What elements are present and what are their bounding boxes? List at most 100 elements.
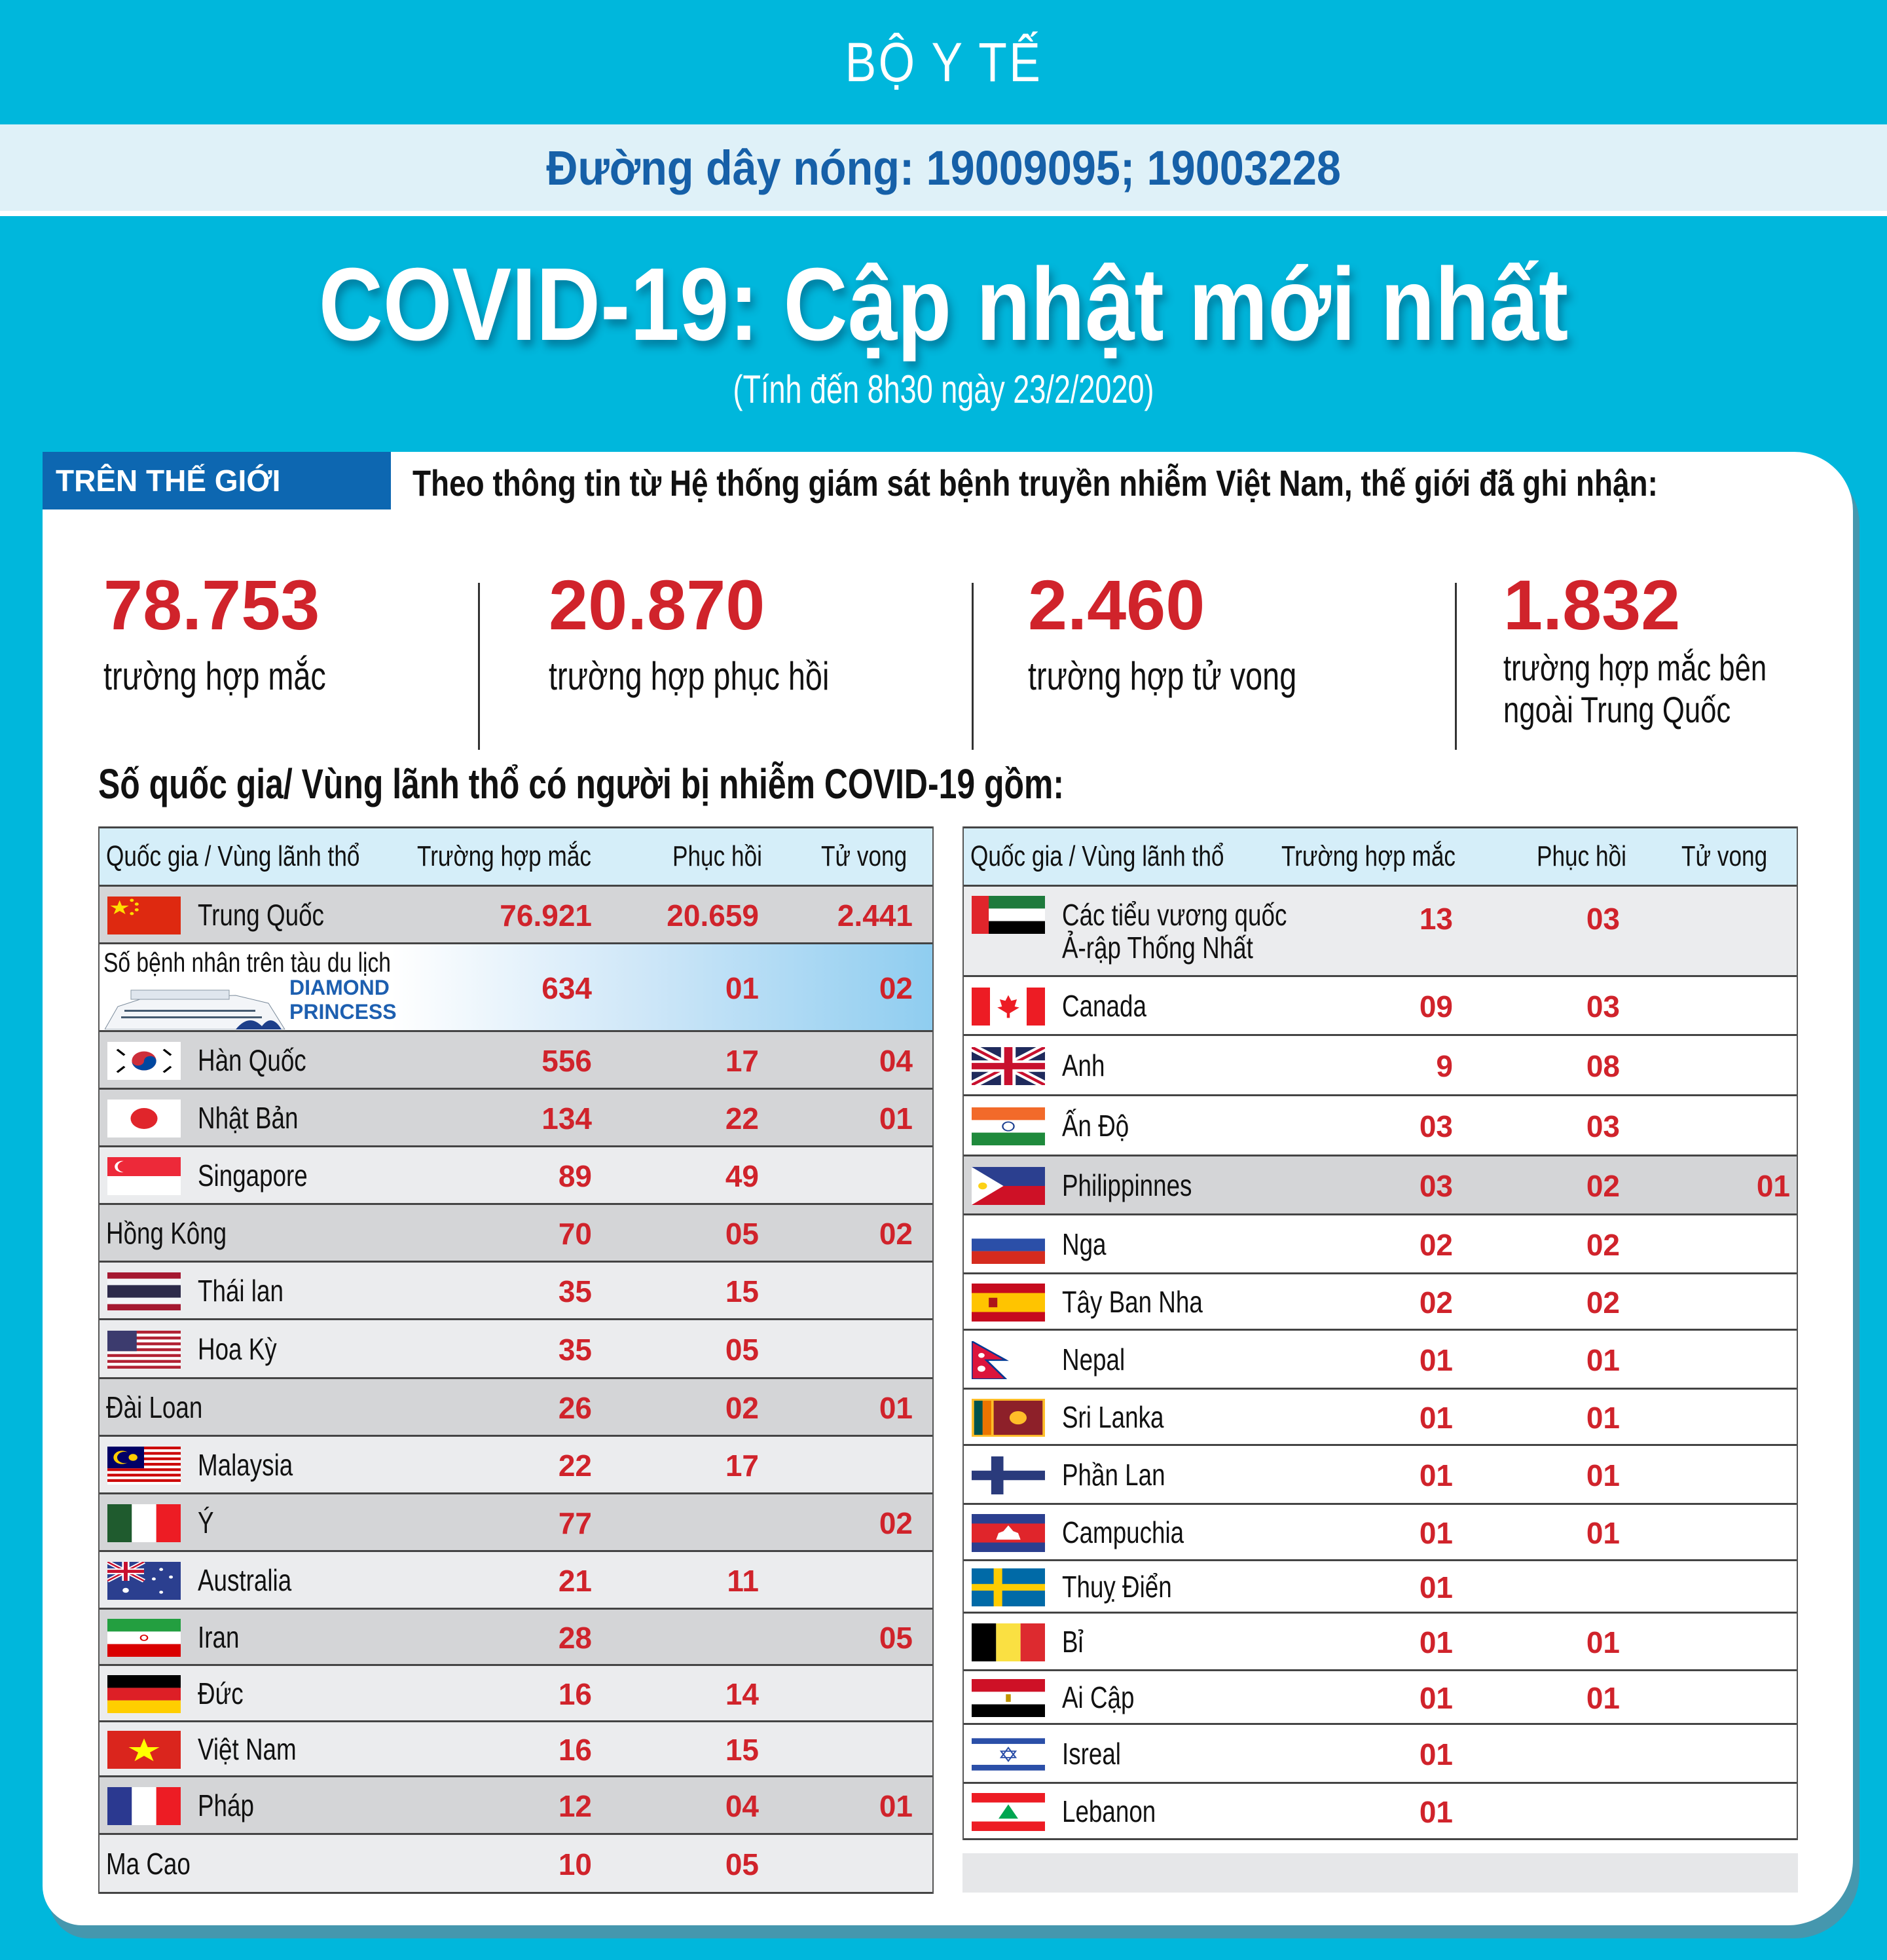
country-name: Thái lan [198,1274,284,1308]
countries-table-left: Quốc gia / Vùng lãnh thổ Trường hợp mắc … [98,826,934,1894]
countries-table-right: Quốc gia / Vùng lãnh thổ Trường hợp mắc … [962,826,1798,1840]
table-row: Tây Ban Nha 02 02 [964,1274,1797,1331]
iran-flag-icon [107,1619,181,1657]
china-flag-icon [107,897,181,934]
recovered-value: 15 [725,1733,759,1767]
deaths-value: 01 [879,1101,913,1136]
south-korea-flag-icon [107,1042,181,1080]
recovered-value: 01 [1586,1401,1620,1435]
country-name: Hồng Kông [106,1216,227,1250]
table-row: Bỉ 01 01 [964,1614,1797,1671]
cases-value: 01 [1419,1681,1453,1715]
cases-value: 35 [558,1333,592,1367]
table-row: Việt Nam 16 15 [100,1722,932,1777]
cases-value: 09 [1419,989,1453,1024]
table-row: Đức 16 14 [100,1666,932,1722]
recovered-value: 01 [1586,1343,1620,1377]
org-name: BỘ Y TẾ [845,31,1042,93]
header-cases: Trường hợp mắc [1281,840,1456,872]
cases-value: 77 [558,1506,592,1540]
cases-value: 76.921 [500,898,592,933]
vietnam-flag-icon [107,1731,181,1769]
country-name: Hoa Kỳ [198,1332,277,1366]
recovered-value: 02 [725,1391,759,1425]
cases-value: 16 [558,1733,592,1767]
cases-value: 02 [1419,1285,1453,1320]
table-row: Hồng Kông 70 05 02 [100,1205,932,1263]
france-flag-icon [107,1787,181,1825]
recovered-value: 11 [727,1564,759,1598]
hotline-text: Đường dây nóng: 19009095; 19003228 [546,140,1341,195]
table-row: Singapore 89 49 [100,1147,932,1205]
table-row: Ấn Độ 03 03 [964,1096,1797,1156]
deaths-value: 01 [1756,1169,1790,1203]
country-name: Australia [198,1563,292,1597]
table-row: Số bệnh nhân trên tàu du lịch DIAMOND PRI… [100,944,932,1032]
malaysia-flag-icon [107,1447,181,1485]
country-name: Ấn Độ [1062,1109,1129,1143]
cases-value: 10 [558,1847,592,1881]
cases-value: 01 [1419,1795,1453,1829]
country-name: Iran [198,1620,240,1654]
canada-flag-icon [972,988,1045,1026]
page-subtitle: (Tính đến 8h30 ngày 23/2/2020) [733,367,1154,411]
australia-flag-icon [107,1562,181,1600]
divider [478,583,480,750]
table-row: Đài Loan 26 02 01 [100,1379,932,1437]
table-row: Lebanon 01 [964,1784,1797,1840]
table-row: Ai Cập 01 01 [964,1671,1797,1725]
country-name: Philippinnes [1062,1168,1192,1202]
table-header: Quốc gia / Vùng lãnh thổ Trường hợp mắc … [100,826,932,887]
country-name: Sri Lanka [1062,1400,1164,1434]
country-name: Số bệnh nhân trên tàu du lịch [103,947,391,978]
recovered-value: 15 [725,1274,759,1308]
cases-value: 03 [1419,1109,1453,1143]
table-row: Iran 28 05 [100,1610,932,1666]
country-name: Nepal [1062,1342,1126,1377]
table-row: Philippinnes 03 02 01 [964,1156,1797,1215]
table-row: Isreal 01 [964,1725,1797,1784]
table-row: Nepal 01 01 [964,1331,1797,1390]
country-name: Nga [1062,1227,1107,1261]
deaths-value: 02 [879,971,913,1005]
stat-value: 78.753 [103,565,320,644]
cases-value: 01 [1419,1570,1453,1604]
stat-label: trường hợp phục hồi [549,654,830,698]
cases-value: 26 [558,1391,592,1425]
recovered-value: 17 [725,1449,759,1483]
cases-value: 89 [558,1159,592,1193]
country-name: Canada [1062,989,1146,1023]
stat-recovered: 20.870 trường hợp phục hồi [549,570,908,699]
cases-value: 01 [1419,1516,1453,1550]
cases-value: 01 [1419,1343,1453,1377]
table-row: Hàn Quốc 556 17 04 [100,1032,932,1090]
divider [1455,583,1457,750]
header-recovered: Phục hồi [672,840,762,872]
header-deaths: Tử vong [821,840,907,872]
country-name: Phần Lan [1062,1458,1165,1492]
egypt-flag-icon [972,1679,1045,1717]
header-deaths: Tử vong [1681,840,1768,872]
recovered-value: 05 [725,1847,759,1881]
recovered-value: 05 [725,1217,759,1251]
cases-value: 16 [558,1677,592,1711]
country-name: Ma Cao [106,1847,191,1881]
country-name: Lebanon [1062,1794,1156,1828]
table-row: Trung Quốc 76.921 20.659 2.441 [100,887,932,944]
ship-brand: DIAMOND PRINCESS [289,976,397,1024]
uk-flag-icon [972,1047,1045,1085]
table-row: Hoa Kỳ 35 05 [100,1320,932,1379]
belgium-flag-icon [972,1623,1045,1661]
page-title: COVID-19: Cập nhật mới nhất [318,247,1569,362]
hotline-band: Đường dây nóng: 19009095; 19003228 [0,124,1887,216]
recovered-value: 20.659 [667,898,759,933]
table-row: Các tiểu vương quốc Ả-rập Thống Nhất 13 03 [964,887,1797,977]
country-name: Ý [198,1506,214,1540]
country-name: Hàn Quốc [198,1043,306,1077]
deaths-value: 04 [879,1044,913,1078]
table-row: Ma Cao 10 05 [100,1835,932,1894]
country-name: Pháp [198,1788,254,1822]
cases-value: 02 [1419,1228,1453,1262]
deaths-value: 05 [879,1621,913,1655]
stat-label: trường hợp tử vong [1028,654,1297,698]
